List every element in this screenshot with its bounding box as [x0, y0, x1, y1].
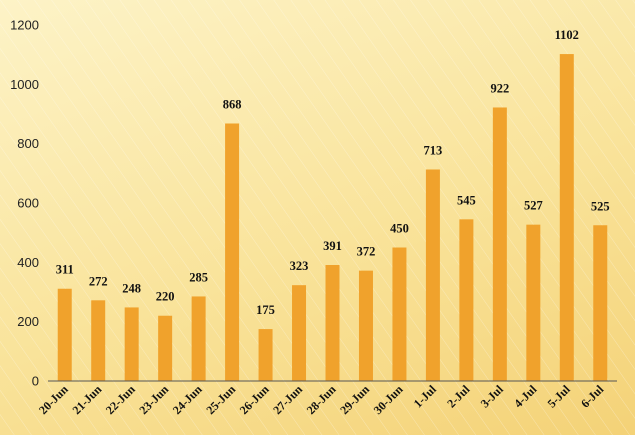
- y-axis-ticks: 0 200 400 600 800 1000 1200: [10, 18, 39, 389]
- bar: [358, 270, 373, 381]
- data-label: 272: [89, 274, 108, 288]
- bar: [158, 315, 173, 381]
- bar: [91, 300, 106, 381]
- data-label: 545: [457, 193, 476, 207]
- data-label: 525: [591, 199, 610, 213]
- data-label: 285: [189, 270, 208, 284]
- bar: [124, 307, 139, 381]
- data-label: 311: [56, 263, 74, 277]
- bar: [225, 123, 240, 381]
- data-labels: 311 272 248 220 285 868 175 323 391 372 450 713 545 9…: [56, 28, 610, 317]
- data-label: 220: [156, 290, 175, 304]
- y-tick-label: 0: [32, 374, 39, 389]
- bar: [325, 265, 340, 381]
- data-label: 922: [490, 81, 509, 95]
- data-label: 248: [122, 281, 141, 295]
- data-label: 175: [256, 303, 275, 317]
- y-tick-label: 1200: [10, 18, 39, 33]
- y-tick-label: 800: [17, 136, 39, 151]
- bar: [191, 296, 206, 381]
- y-tick-label: 600: [17, 196, 39, 211]
- data-label: 391: [323, 239, 342, 253]
- y-tick-label: 200: [17, 314, 39, 329]
- data-label: 713: [424, 143, 443, 157]
- data-label: 527: [524, 199, 543, 213]
- bar: [492, 107, 507, 382]
- bar: [593, 225, 608, 381]
- data-label: 372: [357, 245, 376, 259]
- bars: [57, 54, 608, 382]
- y-tick-label: 400: [17, 255, 39, 270]
- bar: [459, 219, 474, 381]
- data-label: 1102: [555, 28, 579, 42]
- bar: [258, 329, 273, 381]
- y-tick-label: 1000: [10, 77, 39, 92]
- bar: [425, 169, 440, 381]
- data-label: 323: [290, 259, 309, 273]
- data-label: 450: [390, 222, 409, 236]
- bar: [392, 247, 407, 381]
- bar: [526, 224, 541, 381]
- bar: [559, 54, 574, 381]
- data-label: 868: [223, 97, 242, 111]
- bar: [57, 288, 72, 381]
- bar: [292, 285, 307, 381]
